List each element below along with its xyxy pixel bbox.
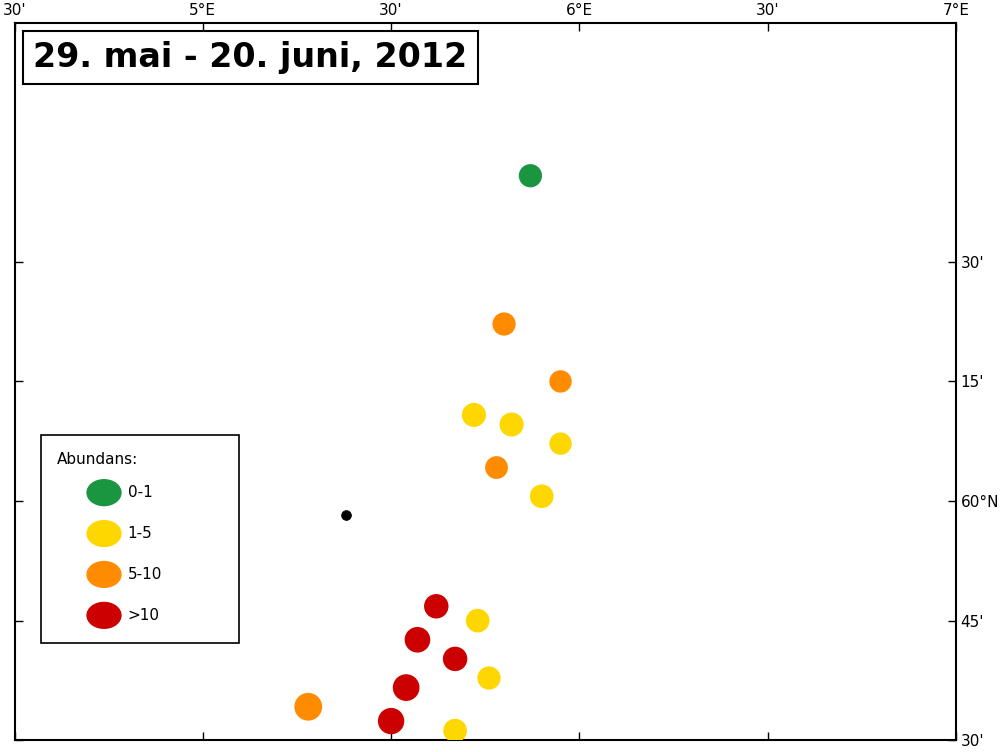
Point: [447, 653, 463, 665]
Circle shape: [87, 562, 121, 587]
Point: [428, 600, 444, 612]
Point: [398, 681, 414, 693]
Text: 0-1: 0-1: [127, 485, 152, 500]
Point: [489, 462, 505, 474]
Point: [466, 409, 482, 421]
Point: [470, 614, 486, 626]
Circle shape: [87, 602, 121, 628]
Circle shape: [87, 480, 121, 505]
Point: [383, 715, 399, 727]
Text: 1-5: 1-5: [127, 526, 152, 541]
Circle shape: [87, 520, 121, 547]
Text: Abundans:: Abundans:: [57, 452, 138, 467]
Point: [552, 375, 568, 387]
Text: 5-10: 5-10: [127, 567, 162, 582]
Point: [447, 725, 463, 737]
Point: [481, 672, 497, 684]
Point: [301, 701, 317, 713]
Point: [496, 318, 512, 330]
Point: [534, 490, 550, 502]
Point: [504, 418, 520, 430]
Point: [410, 634, 426, 646]
Point: [338, 509, 354, 521]
Text: >10: >10: [127, 608, 159, 623]
Point: [552, 438, 568, 450]
Text: 29. mai - 20. juni, 2012: 29. mai - 20. juni, 2012: [33, 41, 468, 74]
FancyBboxPatch shape: [41, 435, 238, 644]
Point: [522, 170, 538, 182]
